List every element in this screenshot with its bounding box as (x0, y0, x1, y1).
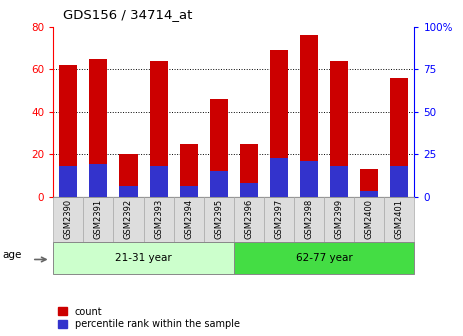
Bar (180, 186, 198, 197)
Legend: count, percentile rank within the sample: count, percentile rank within the sample (58, 306, 240, 330)
Text: GSM2397: GSM2397 (275, 199, 283, 239)
Bar (270, 50, 288, 197)
Bar (330, 61, 348, 197)
Bar (150, 166, 168, 197)
Bar (89, 59, 107, 197)
Bar (89, 164, 107, 197)
Text: GSM2396: GSM2396 (244, 199, 253, 239)
Text: 62-77 year: 62-77 year (296, 253, 352, 263)
Text: GSM2393: GSM2393 (154, 199, 163, 239)
Bar (180, 143, 198, 197)
FancyBboxPatch shape (264, 197, 294, 242)
FancyBboxPatch shape (204, 197, 234, 242)
Bar (240, 143, 258, 197)
Bar (390, 166, 408, 197)
Bar (390, 78, 408, 197)
Bar (59, 166, 77, 197)
FancyBboxPatch shape (144, 197, 174, 242)
Bar (210, 171, 228, 197)
FancyBboxPatch shape (113, 197, 144, 242)
Text: GSM2395: GSM2395 (214, 199, 223, 239)
Text: 21-31 year: 21-31 year (115, 253, 172, 263)
Text: GSM2398: GSM2398 (305, 199, 313, 239)
Bar (300, 35, 318, 197)
Bar (360, 192, 378, 197)
Text: GSM2394: GSM2394 (184, 199, 193, 239)
Bar (240, 183, 258, 197)
Bar (119, 186, 138, 197)
Bar (210, 99, 228, 197)
FancyBboxPatch shape (324, 197, 354, 242)
FancyBboxPatch shape (294, 197, 324, 242)
FancyBboxPatch shape (234, 242, 414, 274)
FancyBboxPatch shape (234, 197, 264, 242)
FancyBboxPatch shape (53, 197, 83, 242)
Text: GSM2401: GSM2401 (395, 199, 404, 239)
FancyBboxPatch shape (174, 197, 204, 242)
Bar (150, 61, 168, 197)
FancyBboxPatch shape (53, 242, 234, 274)
Text: GSM2399: GSM2399 (335, 199, 344, 239)
Bar (330, 166, 348, 197)
Bar (300, 161, 318, 197)
Text: GSM2400: GSM2400 (365, 199, 374, 239)
Text: GSM2392: GSM2392 (124, 199, 133, 239)
Bar (270, 158, 288, 197)
Text: age: age (2, 250, 22, 259)
FancyBboxPatch shape (384, 197, 414, 242)
Bar (360, 169, 378, 197)
Text: GDS156 / 34714_at: GDS156 / 34714_at (63, 8, 192, 22)
Text: GSM2391: GSM2391 (94, 199, 103, 239)
Text: GSM2390: GSM2390 (64, 199, 73, 239)
FancyBboxPatch shape (83, 197, 113, 242)
Bar (59, 65, 77, 197)
Bar (119, 154, 138, 197)
FancyBboxPatch shape (354, 197, 384, 242)
